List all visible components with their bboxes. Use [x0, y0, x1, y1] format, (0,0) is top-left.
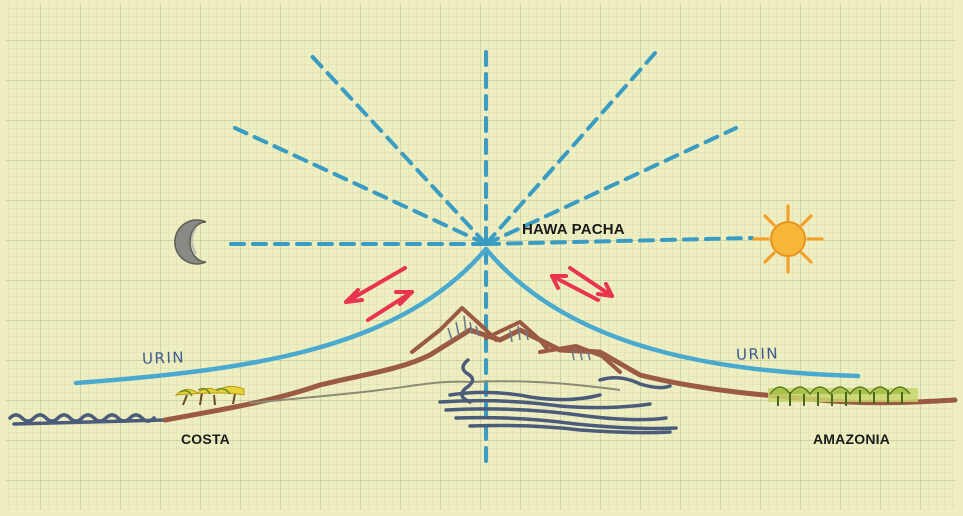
palm-trees-icon [174, 385, 245, 406]
urin-right-label: URIN [735, 344, 780, 364]
sea-waves-icon [8, 413, 166, 426]
sun-icon [752, 204, 824, 274]
exchange-arrows-left [344, 266, 414, 322]
ray-upper-left [306, 50, 488, 246]
highland-ridge [249, 380, 621, 404]
ray-left-diagonal [233, 126, 488, 246]
amazonia-label: AMAZONIA [813, 431, 891, 447]
ray-to-sun [484, 236, 754, 246]
urin-left-label: URIN [141, 348, 186, 368]
urin-curve [73, 246, 861, 386]
dashed-rays [226, 50, 754, 464]
ray-upper-right [484, 50, 658, 246]
mountain-snow [447, 315, 591, 361]
exchange-arrows-right [550, 266, 614, 302]
river-water [438, 358, 678, 435]
jungle-trees-icon [768, 386, 918, 406]
moon-icon [174, 219, 207, 265]
costa-label: COSTA [181, 431, 230, 447]
hawa-pacha-label: HAWA PACHA [522, 221, 625, 238]
ray-right-diagonal [484, 126, 738, 246]
mountains-icon [410, 306, 622, 374]
